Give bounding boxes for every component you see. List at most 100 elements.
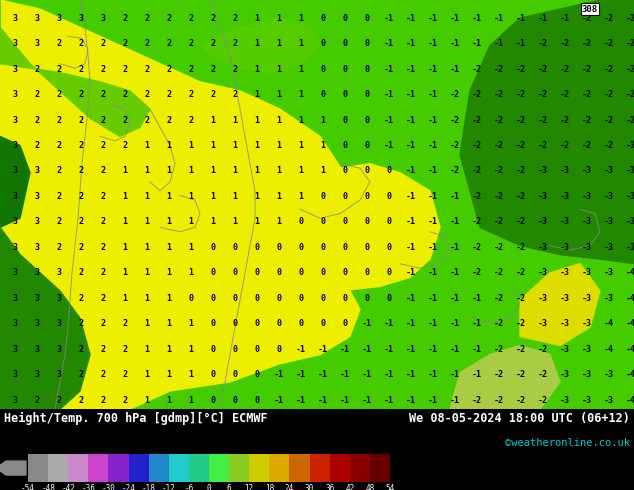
Text: 0: 0 <box>365 268 370 277</box>
Text: -1: -1 <box>428 370 438 379</box>
Text: 2: 2 <box>167 90 172 99</box>
Text: 1: 1 <box>276 116 281 124</box>
Text: -2: -2 <box>516 141 526 150</box>
Text: 2: 2 <box>79 294 84 303</box>
Text: 2: 2 <box>145 39 150 48</box>
Text: -1: -1 <box>406 294 416 303</box>
Polygon shape <box>0 0 150 136</box>
Text: -4: -4 <box>626 344 634 354</box>
Text: -1: -1 <box>406 268 416 277</box>
Text: -2: -2 <box>472 116 482 124</box>
Text: 2: 2 <box>56 90 61 99</box>
Text: 0: 0 <box>233 370 238 379</box>
Text: -1: -1 <box>450 370 460 379</box>
Text: -2: -2 <box>538 395 548 405</box>
Text: 0: 0 <box>342 243 347 252</box>
Text: 3: 3 <box>34 39 39 48</box>
Text: -1: -1 <box>296 344 306 354</box>
Text: -1: -1 <box>318 370 328 379</box>
Text: -12: -12 <box>162 484 176 490</box>
Polygon shape <box>520 264 600 345</box>
Text: 1: 1 <box>254 141 259 150</box>
Text: 2: 2 <box>79 90 84 99</box>
Bar <box>370 454 390 482</box>
Text: -2: -2 <box>626 39 634 48</box>
Bar <box>68 454 88 482</box>
Text: 1: 1 <box>122 294 127 303</box>
Text: 1: 1 <box>145 268 150 277</box>
Text: -2: -2 <box>582 116 592 124</box>
Text: -3: -3 <box>538 192 548 201</box>
Text: 2: 2 <box>79 218 84 226</box>
Text: 0: 0 <box>210 395 216 405</box>
Text: -3: -3 <box>560 370 570 379</box>
Text: -1: -1 <box>362 319 372 328</box>
Text: 2: 2 <box>79 39 84 48</box>
Text: -2: -2 <box>472 192 482 201</box>
Text: -2: -2 <box>494 370 504 379</box>
Text: 0: 0 <box>342 90 347 99</box>
Text: -1: -1 <box>428 243 438 252</box>
Text: -2: -2 <box>516 319 526 328</box>
Text: 2: 2 <box>233 14 238 23</box>
Text: -1: -1 <box>450 395 460 405</box>
Text: -3: -3 <box>582 370 592 379</box>
Text: -1: -1 <box>384 39 394 48</box>
Text: -2: -2 <box>604 65 614 74</box>
Text: 1: 1 <box>254 39 259 48</box>
Text: 2: 2 <box>122 90 127 99</box>
Text: -1: -1 <box>472 39 482 48</box>
Text: -3: -3 <box>560 294 570 303</box>
Text: -3: -3 <box>604 294 614 303</box>
Text: 0: 0 <box>321 192 325 201</box>
Text: -2: -2 <box>604 141 614 150</box>
Text: -54: -54 <box>21 484 35 490</box>
Text: 3: 3 <box>13 294 18 303</box>
Text: -1: -1 <box>538 14 548 23</box>
Text: 2: 2 <box>56 39 61 48</box>
Text: -4: -4 <box>626 294 634 303</box>
Text: 1: 1 <box>210 218 216 226</box>
Text: 2: 2 <box>101 141 105 150</box>
Text: -2: -2 <box>516 395 526 405</box>
Text: 1: 1 <box>188 370 193 379</box>
Text: 2: 2 <box>145 65 150 74</box>
Text: 2: 2 <box>101 243 105 252</box>
Text: 1: 1 <box>321 167 325 175</box>
Text: -2: -2 <box>472 167 482 175</box>
Text: 2: 2 <box>167 39 172 48</box>
Text: -4: -4 <box>626 395 634 405</box>
Text: -1: -1 <box>428 192 438 201</box>
Text: 1: 1 <box>299 167 304 175</box>
Text: -2: -2 <box>626 65 634 74</box>
Text: 1: 1 <box>167 218 172 226</box>
Text: 1: 1 <box>167 192 172 201</box>
Text: 3: 3 <box>34 370 39 379</box>
Text: 2: 2 <box>101 344 105 354</box>
Text: 0: 0 <box>299 268 304 277</box>
Text: -1: -1 <box>406 167 416 175</box>
Text: 1: 1 <box>145 294 150 303</box>
Text: -1: -1 <box>406 218 416 226</box>
Text: 1: 1 <box>233 192 238 201</box>
Text: 3: 3 <box>34 192 39 201</box>
Text: -1: -1 <box>406 243 416 252</box>
Text: -1: -1 <box>428 39 438 48</box>
Text: 1: 1 <box>167 268 172 277</box>
Text: 2: 2 <box>122 319 127 328</box>
Text: 0: 0 <box>254 370 259 379</box>
Text: 0: 0 <box>276 243 281 252</box>
Text: 0: 0 <box>254 344 259 354</box>
Bar <box>330 454 350 482</box>
Text: 0: 0 <box>210 294 216 303</box>
Bar <box>88 454 108 482</box>
Text: -3: -3 <box>560 395 570 405</box>
Text: 1: 1 <box>210 141 216 150</box>
Text: 0: 0 <box>342 141 347 150</box>
Text: 3: 3 <box>56 294 61 303</box>
Text: 18: 18 <box>265 484 274 490</box>
Text: -2: -2 <box>472 90 482 99</box>
Text: 2: 2 <box>101 218 105 226</box>
Text: 1: 1 <box>254 192 259 201</box>
Text: -3: -3 <box>560 268 570 277</box>
